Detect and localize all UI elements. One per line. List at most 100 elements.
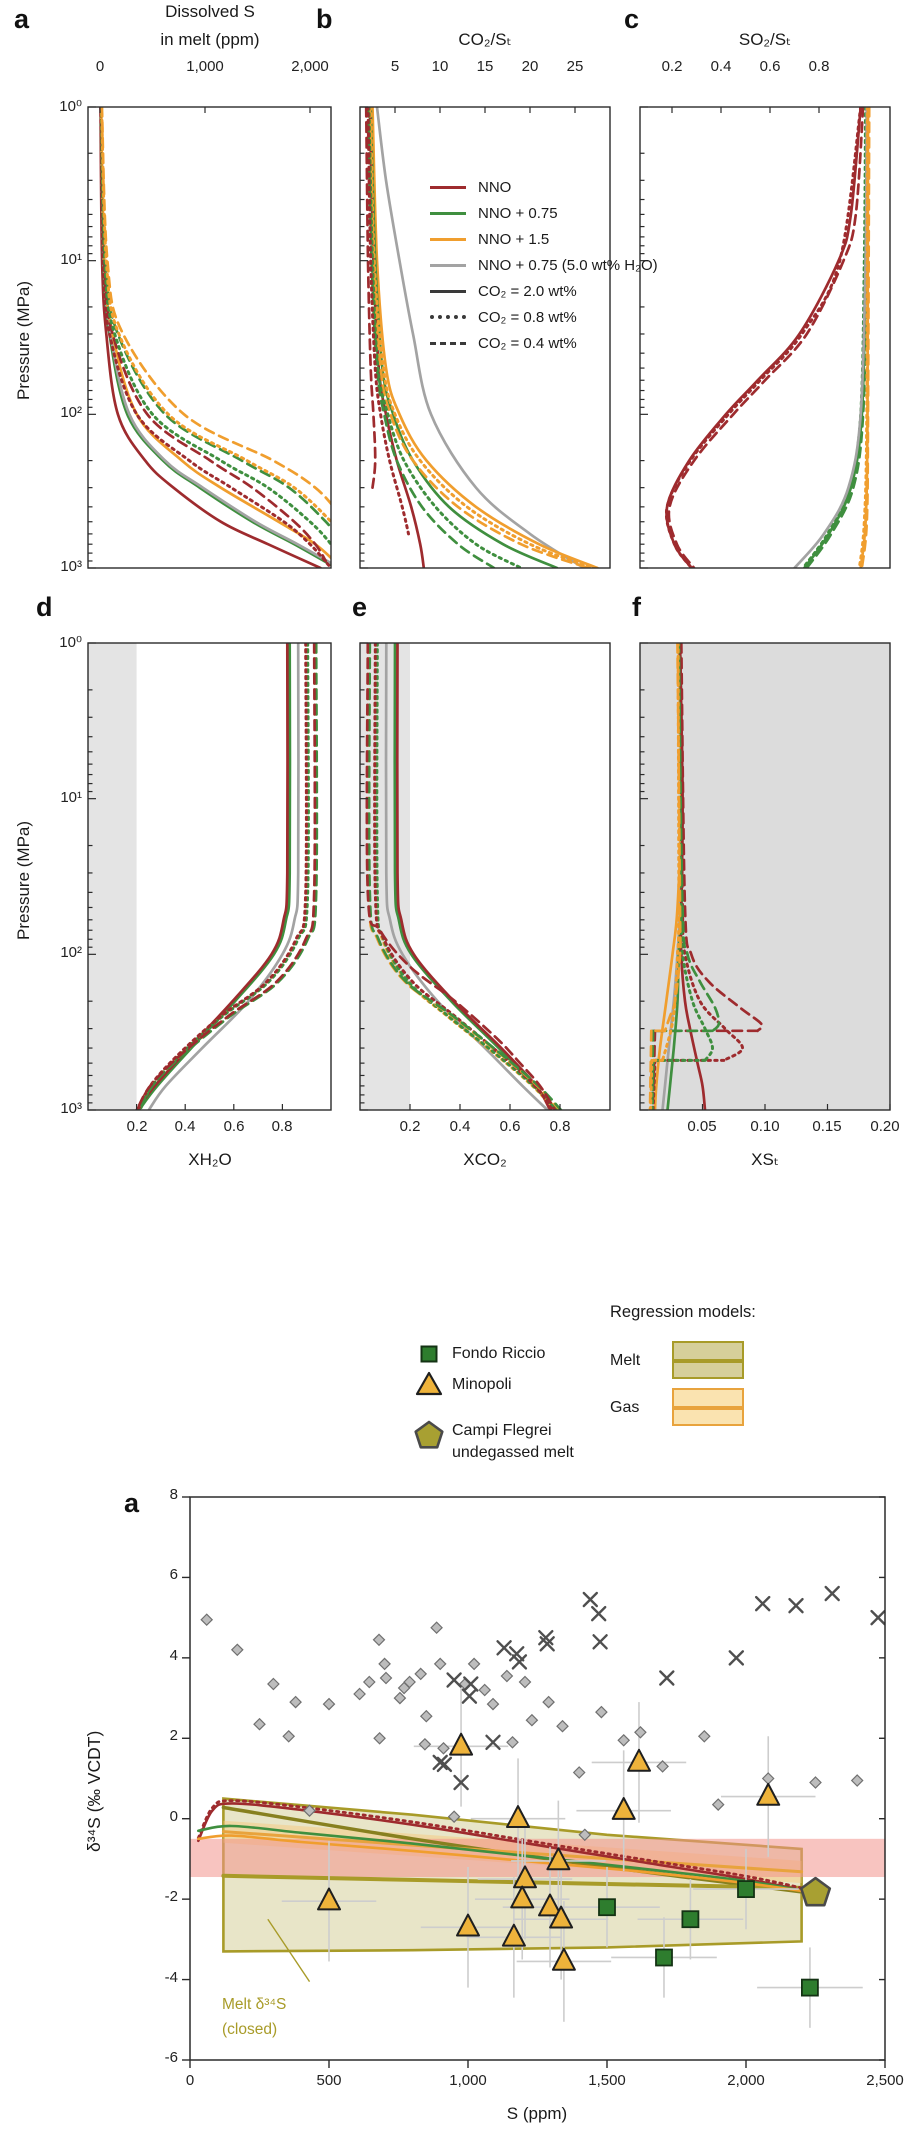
c-xtick: 0.8 (808, 58, 830, 75)
minopoli-triangle-marker (546, 1847, 571, 1871)
model-legend: NNO NNO + 0.75 NNO + 1.5 NNO + 0.75 (5.0… (430, 174, 658, 356)
pressure-ylabel-top: Pressure (MPa) (14, 280, 33, 400)
a-xtick: 1,000 (186, 58, 224, 75)
f-xtick: 0.05 (687, 1118, 717, 1135)
curve-NNO+0.75-dotted (99, 107, 331, 547)
c-xtick: 0.4 (710, 58, 732, 75)
panel-e-letter: e (352, 592, 368, 622)
diamond-marker (373, 1731, 386, 1745)
pressure-ytick: 10³ (60, 1100, 82, 1117)
nno-line-swatch (430, 185, 466, 189)
b-xtick: 5 (390, 58, 400, 75)
minopoli-label: Minopoli (452, 1376, 512, 1393)
g-xtick: 2,000 (727, 2072, 765, 2089)
isotope-plot-content (190, 1585, 885, 2028)
diamond-marker (578, 1828, 592, 1842)
curve-NNO+1.5-solid (136, 643, 291, 1110)
pressure-ytick: 10¹ (60, 789, 82, 806)
fondo-riccio-square-marker (598, 1898, 616, 1917)
pentagon-swatch-shape (414, 1420, 444, 1449)
g-xtick: 0 (185, 2072, 195, 2089)
minopoli-triangle-marker (611, 1797, 636, 1820)
minopoli-triangle-marker (549, 1905, 574, 1929)
curve-NNO-dotted (136, 643, 308, 1110)
panel-e-ticks (360, 642, 561, 1111)
x-marker (436, 1756, 453, 1773)
f-xtick: 0.20 (870, 1118, 900, 1135)
d-xtick: 0.6 (223, 1118, 245, 1135)
x-marker (453, 1774, 469, 1791)
diamond-marker (403, 1675, 416, 1689)
diamond-marker (572, 1766, 586, 1779)
minopoli-triangle-marker (501, 1923, 526, 1947)
model-NNO+0.75 (197, 1824, 817, 1895)
panel-c-title: SO₂/Sₜ (738, 30, 792, 49)
legend-label: CO₂ = 2.0 wt% (478, 282, 577, 300)
legend-label: NNO + 0.75 (478, 204, 558, 222)
curve-NNO-solid (395, 643, 552, 1110)
x-marker (432, 1754, 448, 1771)
x-marker (496, 1640, 512, 1656)
minopoli-triangle-marker (456, 1913, 480, 1937)
panel-c-letter: c (624, 4, 640, 34)
minopoli-triangle-marker (551, 1947, 576, 1971)
f-xtick: 0.15 (812, 1118, 842, 1135)
diamond-marker (447, 1810, 461, 1824)
diamond-marker (353, 1687, 366, 1701)
gas-regression-label: Gas (610, 1399, 640, 1416)
panel-a-title-line1: Dissolved S (165, 2, 255, 21)
campi-flegrei-label-line2: undegassed melt (452, 1444, 574, 1461)
diamond-marker (393, 1691, 407, 1705)
curve-NNO-dashed (667, 107, 865, 568)
curve-NNO-dashed (679, 643, 764, 1033)
fondo-riccio-square-marker (801, 1978, 819, 1997)
diamond-marker (267, 1677, 280, 1691)
campi-flegrei-pentagon-icon (414, 1420, 444, 1449)
panel-d-xlabel: XH₂O (188, 1150, 232, 1169)
diamond-marker (378, 1657, 391, 1671)
curve-NNO+0.75-5wt-solid (375, 107, 586, 568)
diamond-marker (230, 1643, 244, 1657)
pentagon-marker (799, 1876, 832, 1907)
g-ytick: 4 (169, 1647, 178, 1664)
curve-NNO+1.5-dotted (661, 643, 681, 1062)
legend-item-nno075: NNO + 0.75 (430, 200, 658, 226)
fondo-riccio-square-marker (655, 1948, 673, 1967)
diamond-marker (617, 1733, 631, 1747)
pressure-ytick: 10⁰ (59, 98, 82, 115)
e-xtick: 0.6 (499, 1118, 521, 1135)
b-xtick: 25 (566, 58, 584, 75)
x-marker (461, 1688, 478, 1704)
curve-NNO-dashed (365, 643, 557, 1110)
diamond-marker (430, 1621, 443, 1635)
panel-e-xlabel: XCO₂ (463, 1150, 507, 1169)
diamond-marker (850, 1774, 864, 1787)
g-ytick: 2 (169, 1727, 178, 1744)
panel-f-ticks (640, 642, 891, 1111)
campi-flegrei-label: Campi Flegrei undegassed melt (452, 1420, 574, 1464)
diamond-marker (200, 1613, 214, 1627)
x-marker (728, 1650, 744, 1666)
diamond-marker (697, 1729, 711, 1743)
g-xtick: 2,500 (866, 2072, 904, 2089)
diamond-marker (437, 1741, 450, 1755)
minopoli-triangle-marker (538, 1893, 562, 1917)
shaded-region (88, 643, 137, 1110)
panel-b-ticks (360, 106, 576, 569)
e-xtick: 0.4 (449, 1118, 471, 1135)
nno15-line-swatch (430, 237, 466, 241)
curve-NNO+0.75-dotted (367, 107, 523, 568)
diamond-marker (467, 1657, 481, 1671)
curve-NNO-dotted (99, 107, 331, 568)
fondo-riccio-square-icon (420, 1345, 438, 1363)
fondo-riccio-square-marker (737, 1880, 755, 1899)
diamond-marker (809, 1776, 822, 1789)
panel-b-letter: b (316, 4, 333, 34)
co2-20-line-swatch (430, 289, 466, 293)
diamond-marker (656, 1760, 669, 1773)
x-marker (659, 1670, 675, 1686)
curve-NNO+0.75-5wt-solid (384, 643, 549, 1110)
panel-isotope-letter: a (124, 1488, 140, 1518)
minopoli-triangle-marker (506, 1805, 530, 1828)
g-xtick: 1,000 (449, 2072, 487, 2089)
